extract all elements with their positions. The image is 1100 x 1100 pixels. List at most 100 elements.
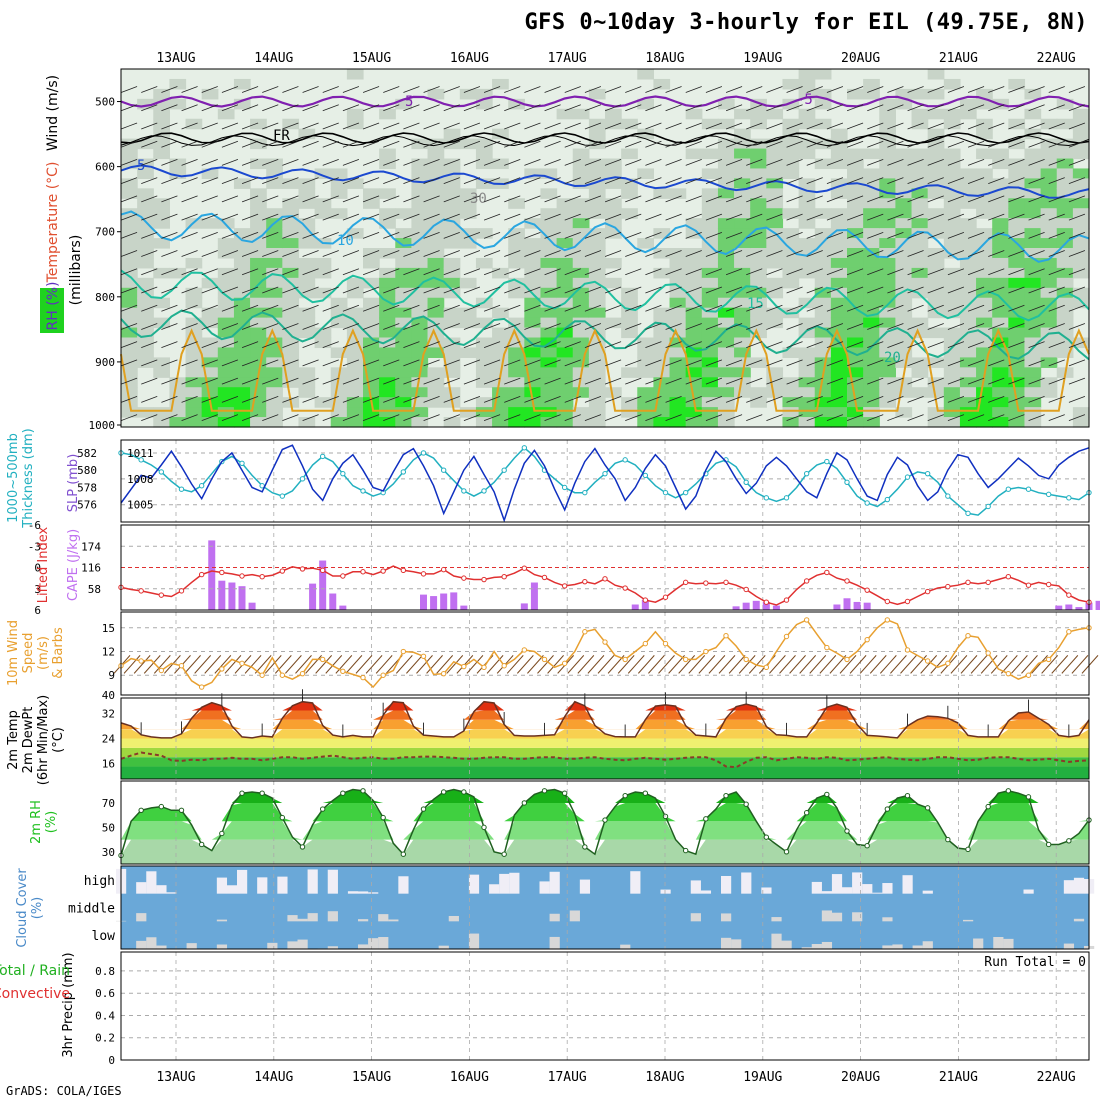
wind-barb <box>604 250 622 257</box>
wind-barb <box>947 304 965 312</box>
wind-barb <box>705 177 723 185</box>
cloud-clear-bar <box>549 936 560 949</box>
rh-cell <box>669 277 687 289</box>
rh-cell <box>605 108 622 120</box>
wind-barb <box>927 140 944 148</box>
rh-cell <box>556 377 574 388</box>
rh-cell <box>701 297 719 309</box>
lifted-frame <box>120 524 1090 611</box>
rh-cell <box>1040 168 1058 179</box>
rh2m-line-point <box>1005 788 1012 794</box>
wind-barb <box>221 177 239 185</box>
cloud-clear-bar <box>358 919 369 922</box>
wind-barb <box>201 177 218 185</box>
wind-frame <box>120 611 1090 696</box>
rh-cell <box>443 188 461 199</box>
rh-cell <box>927 407 945 418</box>
rh-cell <box>911 277 929 289</box>
rh-cell <box>959 377 977 388</box>
wind-barb <box>867 286 884 294</box>
rh-cell <box>540 397 558 408</box>
wind-barb <box>927 86 944 93</box>
thickness-line-point <box>602 470 608 477</box>
rh-cell <box>1024 277 1042 289</box>
wind-barb <box>362 395 380 403</box>
rh-cell <box>879 168 896 179</box>
rh-cell <box>137 317 154 329</box>
wind-barb <box>1008 177 1025 185</box>
rh-cell <box>717 317 735 329</box>
rh-cell <box>959 228 977 239</box>
wind-barb <box>786 377 803 385</box>
slp-tick: 1008 <box>127 473 154 486</box>
rh-cell <box>1024 297 1042 309</box>
wind-barb-10m <box>769 655 786 674</box>
wind-barb <box>746 304 763 312</box>
rh-cell <box>250 118 267 130</box>
rh-cell <box>508 277 525 289</box>
rh-cell <box>459 208 477 219</box>
wind-barb-10m <box>1081 655 1099 674</box>
wind-barb <box>1048 140 1065 148</box>
cloud-clear-bar <box>237 869 248 894</box>
wind-barb <box>282 286 299 294</box>
cloud-clear-bar <box>327 946 338 949</box>
wind-barb <box>625 341 642 349</box>
rh-cell <box>508 248 525 259</box>
rh-cell <box>1072 188 1090 199</box>
wind-barb <box>362 377 380 385</box>
wind-barb <box>786 286 803 294</box>
wind-barb <box>826 395 844 403</box>
rh-cell <box>798 317 816 329</box>
wind-barb-10m <box>264 655 282 674</box>
wind-barb <box>322 231 339 239</box>
wind-barb <box>826 268 844 276</box>
rh-cell <box>750 267 767 279</box>
wind-barb <box>221 377 239 385</box>
rh-cell <box>830 347 848 358</box>
rh-cell <box>443 257 461 269</box>
rh-cell <box>411 138 429 150</box>
cape-bar <box>420 594 427 610</box>
wind-barb <box>645 86 662 93</box>
rh-cell <box>379 208 396 219</box>
rh-cell <box>314 257 332 269</box>
wind-barb <box>766 268 783 276</box>
wind-barb <box>846 86 864 93</box>
rh-cell <box>1040 198 1058 209</box>
rh-cell <box>976 148 993 160</box>
rh-cell <box>717 327 735 339</box>
cape-bar <box>329 593 337 610</box>
wind-barb <box>282 231 299 239</box>
rh2m-line-point <box>783 849 790 855</box>
wind-barb <box>221 341 239 349</box>
rh-cell <box>233 98 251 110</box>
wind-barb <box>302 86 319 93</box>
wind-barb <box>1068 250 1086 257</box>
wind-barb <box>141 359 158 367</box>
wind-barb <box>241 86 259 93</box>
rh-cell <box>653 347 671 358</box>
rh-cell <box>524 297 542 309</box>
wind-barb <box>806 395 823 403</box>
rh-cell <box>992 208 1009 219</box>
wind-barb <box>645 122 662 130</box>
rh-cell <box>572 407 590 418</box>
wind-barb <box>282 323 299 330</box>
rh-cell <box>137 327 154 339</box>
rh-cell <box>572 228 590 239</box>
rh-cell <box>830 128 848 140</box>
rh-cell <box>185 417 203 428</box>
wind-barb <box>1048 177 1065 185</box>
rh-cell <box>233 357 251 368</box>
thickness-line-point <box>420 450 427 456</box>
rh-cell <box>943 277 961 289</box>
rh-cell <box>959 218 977 229</box>
day-label-top: 21AUG <box>939 51 978 66</box>
rh-cell <box>508 317 525 329</box>
rh-cell <box>459 347 477 358</box>
rh-cell <box>540 357 558 368</box>
wind-barb-10m <box>890 655 907 674</box>
rh-cell <box>250 307 267 319</box>
wind-barb <box>725 359 743 367</box>
